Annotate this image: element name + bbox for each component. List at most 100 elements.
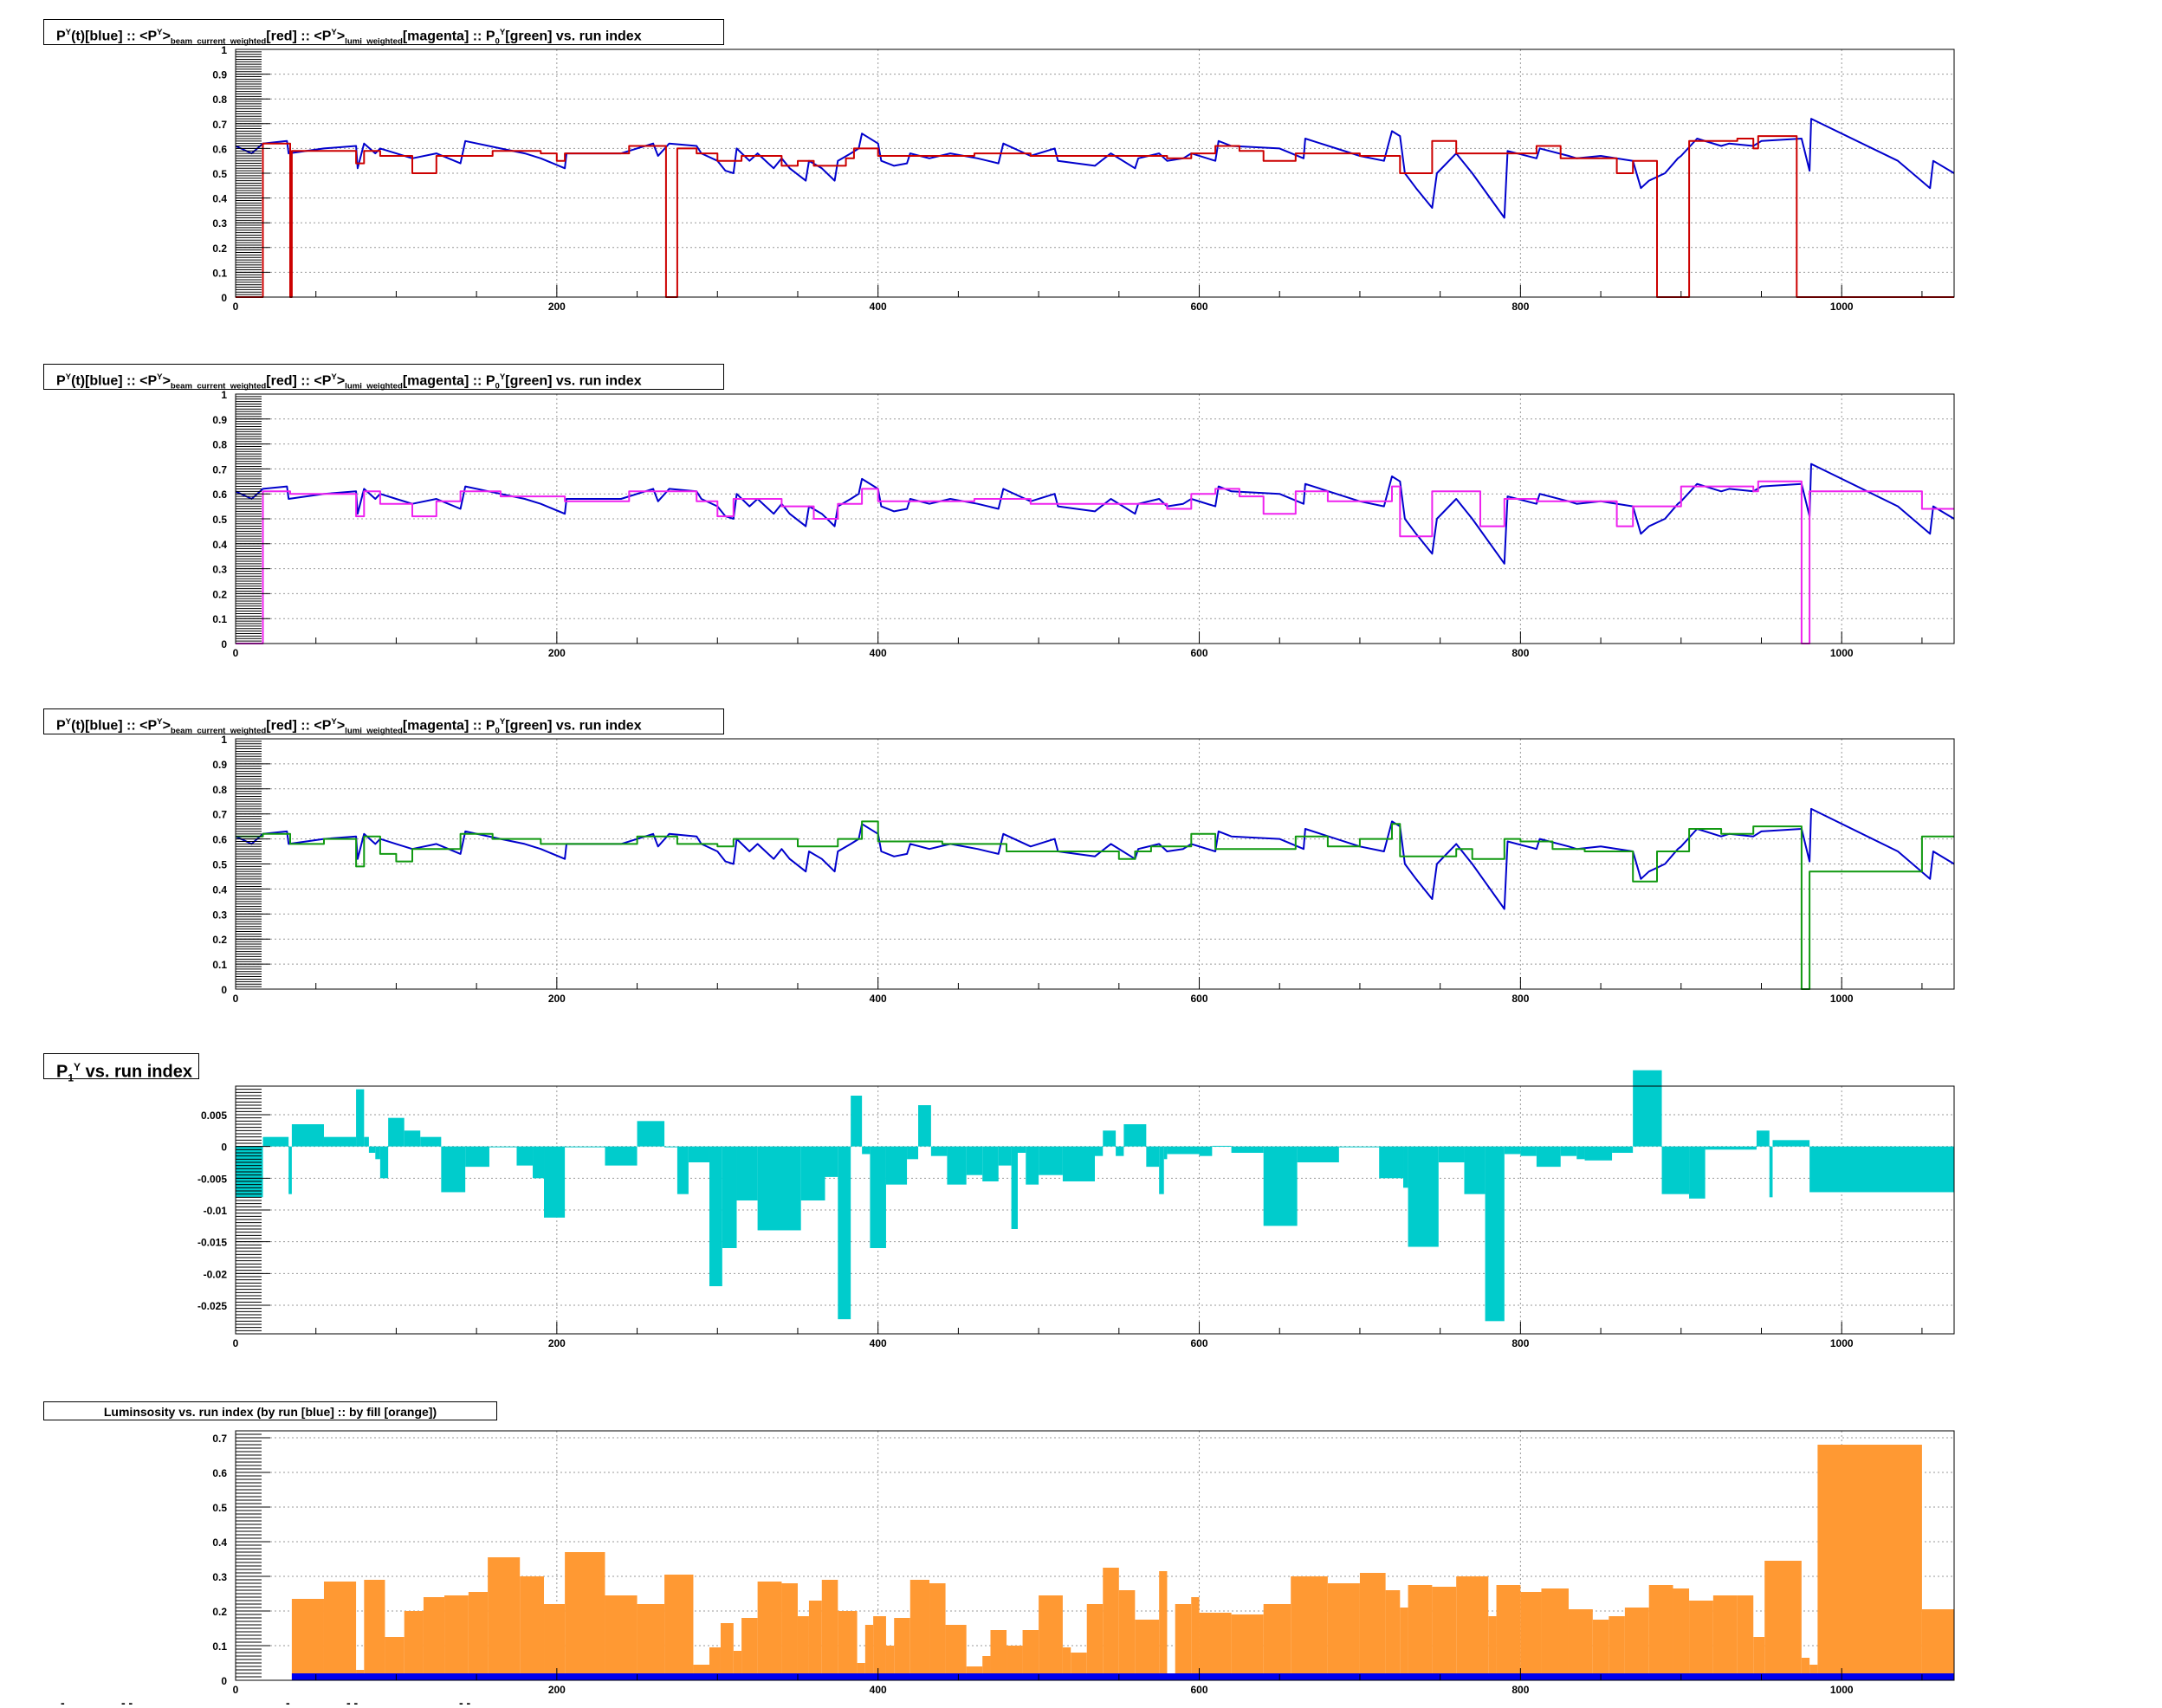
title-part: Y [65, 28, 72, 37]
bar [1062, 1647, 1071, 1680]
bar [1408, 1146, 1439, 1247]
bar [565, 1146, 605, 1148]
stray-mark: - [286, 1698, 290, 1708]
bar [741, 1618, 758, 1680]
x-tick-label: 0 [233, 301, 239, 313]
bar [1609, 1616, 1625, 1680]
bar [565, 1552, 605, 1680]
title-part: > [336, 373, 346, 389]
bar [1712, 1595, 1738, 1680]
title-part: [magenta] :: P [402, 718, 495, 734]
bar [1159, 1146, 1164, 1194]
bar [385, 1637, 405, 1680]
bar [291, 1124, 324, 1147]
bar [1772, 1140, 1810, 1147]
bar [930, 1146, 948, 1156]
bar [637, 1121, 665, 1147]
bar [1753, 1637, 1765, 1680]
title-text: Luminsosity vs. run index (by run [blue]… [103, 1405, 437, 1419]
bar [1485, 1146, 1505, 1322]
bar [664, 1575, 694, 1680]
bar [998, 1146, 1012, 1166]
x-tick-label: 800 [1511, 1337, 1529, 1349]
bar [488, 1557, 521, 1680]
bar [544, 1604, 566, 1680]
bar [1175, 1604, 1192, 1680]
bar [444, 1595, 469, 1680]
bar [1817, 1445, 1922, 1680]
bar [465, 1146, 489, 1168]
x-tick-label: 1000 [1830, 1684, 1854, 1696]
bar [1095, 1146, 1104, 1156]
y-tick-label: 0.6 [212, 834, 227, 846]
y-tick-label: 0.3 [212, 1571, 227, 1583]
title-part: P [56, 373, 66, 389]
bar [857, 1663, 865, 1680]
title-part: 1 [68, 1071, 74, 1084]
y-tick-label: 0.3 [212, 909, 227, 921]
x-tick-label: 800 [1511, 301, 1529, 313]
series-line [236, 820, 1954, 990]
y-tick-label: -0.005 [197, 1173, 227, 1185]
title-part: > [162, 718, 171, 734]
bar [489, 1146, 517, 1148]
bar [1026, 1146, 1039, 1185]
bar [722, 1146, 737, 1248]
bar [1062, 1146, 1095, 1181]
bar [781, 1583, 798, 1680]
title-part: > [162, 29, 171, 44]
bar [1592, 1620, 1609, 1680]
bar [379, 1146, 389, 1179]
bar [1488, 1616, 1497, 1680]
title-part: (t)[blue] :: <P [71, 373, 158, 389]
title-part: Y [331, 717, 337, 727]
bar [1146, 1146, 1160, 1168]
y-tick-label: 0 [221, 1675, 227, 1687]
bar [404, 1130, 421, 1147]
bar [1116, 1146, 1124, 1156]
bar [947, 1146, 967, 1185]
bar [709, 1146, 722, 1286]
bar [1633, 1070, 1662, 1147]
bar [885, 1146, 908, 1185]
title-part: Y [157, 28, 163, 37]
bar [1705, 1146, 1745, 1150]
y-tick-label: 0 [221, 292, 227, 304]
bar [1689, 1146, 1706, 1199]
title-part: Y [331, 372, 337, 382]
title-part: [green] vs. run index [505, 718, 642, 734]
x-tick-label: 600 [1191, 1337, 1208, 1349]
y-tick-label: 0.5 [212, 1502, 227, 1514]
bar [990, 1630, 1007, 1680]
bar [1432, 1587, 1457, 1680]
bar [838, 1611, 858, 1680]
x-tick-label: 200 [548, 647, 566, 659]
series-line [236, 135, 1954, 298]
title-part: (t)[blue] :: <P [71, 718, 158, 734]
x-tick-label: 400 [870, 301, 887, 313]
y-tick-label: 0.2 [212, 1606, 227, 1618]
title-part: 0 [495, 36, 500, 47]
x-tick-label: 400 [870, 993, 887, 1005]
bar [323, 1582, 357, 1680]
bar [1673, 1588, 1690, 1680]
bar [1568, 1609, 1593, 1680]
bar [1007, 1646, 1023, 1680]
chart-title-5: Luminsosity vs. run index (by run [blue]… [43, 1401, 497, 1420]
x-tick-label: 0 [233, 1684, 239, 1696]
x-tick-label: 400 [870, 1684, 887, 1696]
x-tick-label: 200 [548, 301, 566, 313]
title-part: Y [74, 1061, 81, 1073]
y-tick-label: 0.4 [212, 539, 227, 551]
bar [864, 1625, 874, 1680]
bar [1039, 1595, 1063, 1680]
bar [1379, 1146, 1404, 1179]
bar [1756, 1130, 1770, 1147]
y-tick-label: 0.9 [212, 414, 227, 426]
bar [1385, 1590, 1401, 1680]
y-tick-label: 1 [221, 389, 227, 401]
y-tick-label: 0.6 [212, 488, 227, 501]
y-tick-label: 0.4 [212, 883, 227, 896]
y-tick-label: 0.2 [212, 934, 227, 946]
bar [1403, 1146, 1408, 1188]
